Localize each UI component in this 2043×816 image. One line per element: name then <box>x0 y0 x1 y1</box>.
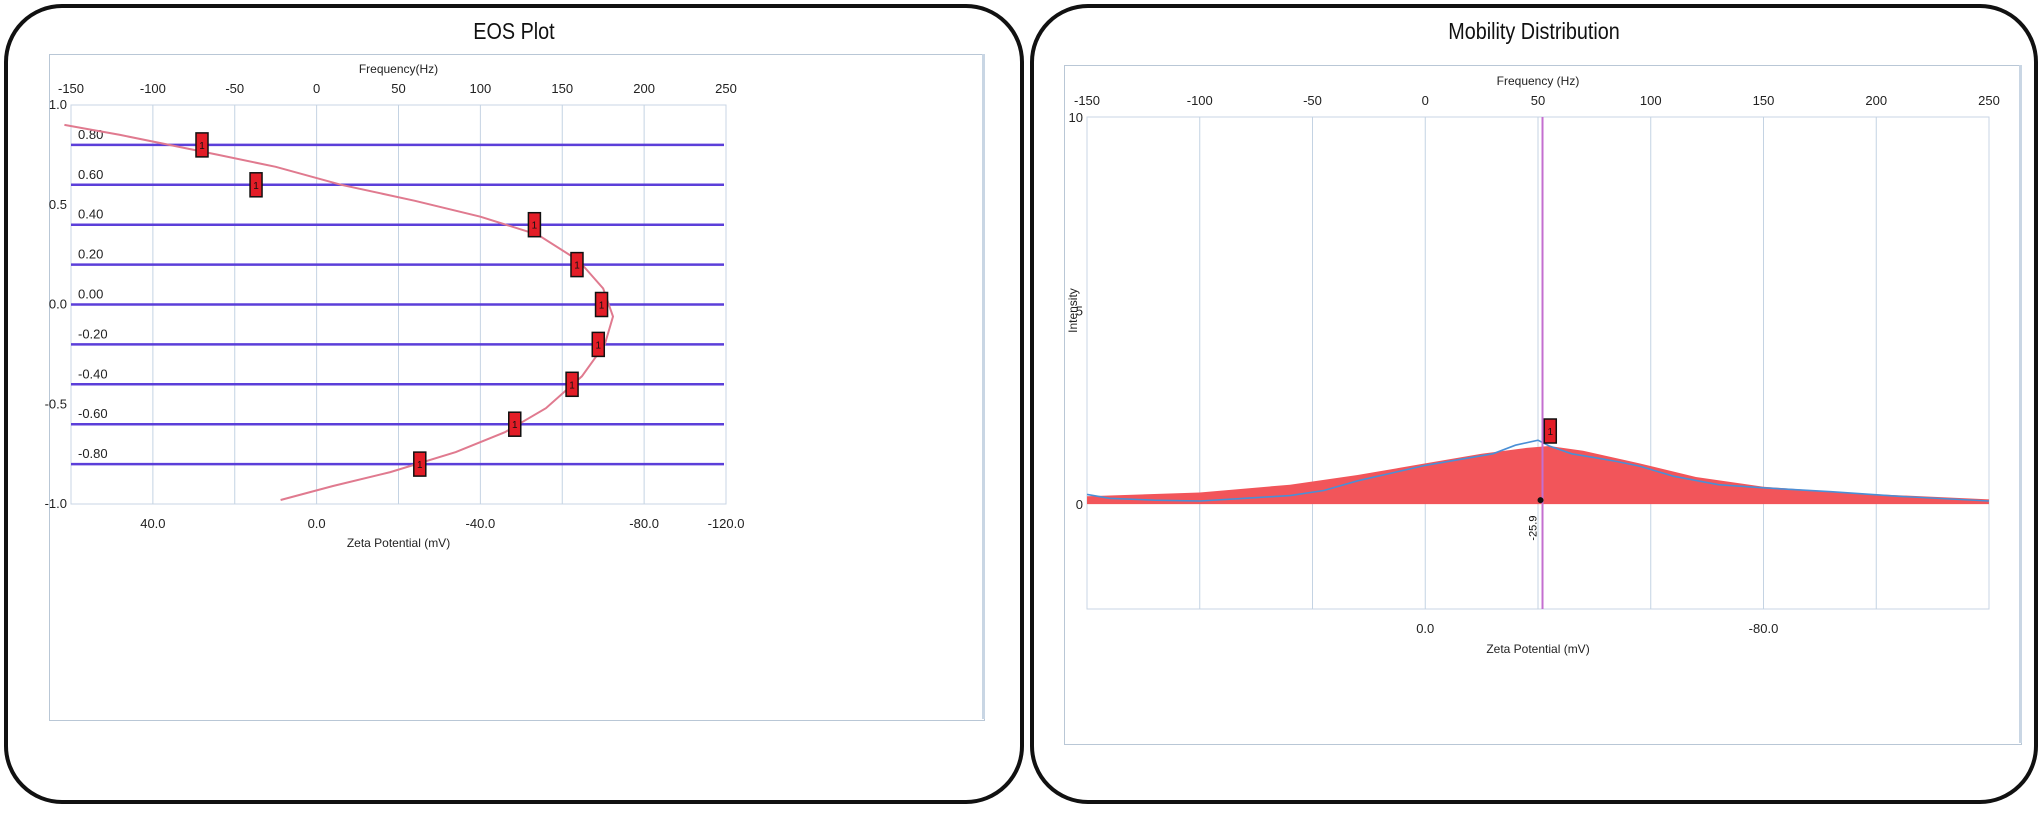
eos-data-marker: 1 <box>594 291 609 318</box>
eos-plot-frame: -150 -100 -50 0 50 100 150 200 250 Frequency(Hz) 1… <box>45 54 985 721</box>
eos-cell-position-label: 0.40 <box>78 207 103 222</box>
eos-data-marker-label: 1 <box>574 261 580 272</box>
eos-y-tick-label: 0.5 <box>49 197 67 212</box>
mobility-top-tick-label: 200 <box>1865 93 1887 108</box>
eos-data-marker: 1 <box>195 132 209 158</box>
eos-bottom-tick-label: -80.0 <box>629 516 659 531</box>
eos-top-axis-title: Frequency(Hz) <box>359 62 438 76</box>
eos-data-marker-box <box>249 172 263 198</box>
mobility-top-axis-title: Frequency (Hz) <box>1497 74 1580 88</box>
eos-bottom-tick-label: -40.0 <box>466 516 496 531</box>
mobility-peak-marker-box <box>1543 418 1558 444</box>
eos-data-marker: 1 <box>249 172 263 198</box>
mobility-y-axis-title: Intensity <box>1066 288 1080 333</box>
mobility-distribution-title: Mobility Distribution <box>1448 18 1620 44</box>
eos-data-marker-box <box>508 411 522 437</box>
mobility-bottom-tick-label: 0.0 <box>1416 621 1434 636</box>
eos-data-marker-box <box>413 451 427 477</box>
mobility-peak-marker-label: 1 <box>1547 427 1553 438</box>
mobility-top-tick-label: -100 <box>1187 93 1213 108</box>
eos-fit-curve <box>64 123 615 501</box>
eos-data-marker: 1 <box>570 251 584 278</box>
eos-data-marker-box <box>594 291 609 318</box>
mobility-top-tick-label: -50 <box>1303 93 1322 108</box>
mobility-peak-base-dot <box>1537 497 1544 504</box>
eos-top-tick-label: -150 <box>58 81 84 96</box>
eos-data-marker: 1 <box>413 451 427 477</box>
mobility-top-tick-label: 250 <box>1978 93 2000 108</box>
eos-top-tick-label: 100 <box>470 81 492 96</box>
eos-top-tick-label: -50 <box>225 81 244 96</box>
mobility-top-tick-label: 150 <box>1753 93 1775 108</box>
eos-data-marker-label: 1 <box>199 141 205 152</box>
mobility-x-axis-title: Zeta Potential (mV) <box>1486 642 1589 656</box>
eos-cell-position-label: 0.00 <box>78 287 103 302</box>
eos-data-marker-label: 1 <box>253 181 259 192</box>
eos-bottom-tick-label: 40.0 <box>140 516 165 531</box>
mobility-distribution-area <box>1087 446 1989 505</box>
eos-top-tick-label: 150 <box>551 81 573 96</box>
eos-data-marker-label: 1 <box>595 340 601 351</box>
eos-bottom-tick-label: 0.0 <box>308 516 326 531</box>
mobility-peak-annotation: -25.9 <box>1528 516 1540 541</box>
eos-data-marker: 1 <box>508 411 522 437</box>
eos-cell-position-label: -0.60 <box>78 406 108 421</box>
mobility-peak-marker: 1 <box>1543 418 1558 444</box>
mobility-y-tick-label: 10 <box>1069 110 1083 125</box>
eos-plot-title: EOS Plot <box>473 18 555 44</box>
mobility-top-tick-label: 100 <box>1640 93 1662 108</box>
eos-data-marker: 1 <box>591 331 606 358</box>
eos-data-marker-box <box>527 211 542 238</box>
eos-plot-chart: -150 -100 -50 0 50 100 150 200 250 Frequency(Hz) 1… <box>45 62 745 550</box>
eos-data-marker: 1 <box>527 211 542 238</box>
eos-top-tick-label: -100 <box>140 81 166 96</box>
eos-data-marker-label: 1 <box>512 420 518 431</box>
mobility-top-tick-label: 0 <box>1422 93 1429 108</box>
mobility-distribution-frame: -150 -100 -50 0 50 100 150 200 250 Frequency (Hz)… <box>1064 65 2022 745</box>
eos-cell-position-label: 0.60 <box>78 167 103 182</box>
eos-top-tick-label: 0 <box>313 81 320 96</box>
eos-data-marker-label: 1 <box>417 460 423 471</box>
eos-y-tick-label: 1.0 <box>49 97 67 112</box>
eos-data-marker-label: 1 <box>532 221 538 232</box>
mobility-measured-line <box>1086 439 1990 502</box>
eos-cell-position-label: -0.20 <box>78 326 108 341</box>
eos-y-tick-label: 0.0 <box>49 297 67 312</box>
eos-top-tick-label: 200 <box>633 81 655 96</box>
eos-data-marker: 1 <box>565 371 579 398</box>
eos-data-marker-box <box>591 331 606 358</box>
eos-cell-position-label: 0.20 <box>78 247 103 262</box>
eos-data-marker-label: 1 <box>569 380 575 391</box>
eos-data-marker-label: 1 <box>599 301 605 312</box>
mobility-top-tick-label: -150 <box>1074 93 1100 108</box>
eos-data-marker-box <box>195 132 209 158</box>
eos-data-marker-box <box>565 371 579 398</box>
eos-top-tick-label: 50 <box>391 81 405 96</box>
eos-plot-panel: EOS Plot -150 -100 -50 0 50 100 150 200 250 Frequ… <box>4 4 1024 804</box>
eos-cell-position-label: -0.40 <box>78 366 108 381</box>
eos-x-axis-title: Zeta Potential (mV) <box>347 536 450 550</box>
eos-y-tick-label: -0.5 <box>45 396 67 411</box>
eos-top-tick-label: 250 <box>715 81 737 96</box>
eos-cell-position-label: -0.80 <box>78 446 108 461</box>
eos-bottom-tick-label: -120.0 <box>708 516 745 531</box>
mobility-y-tick-label: 5 <box>1076 304 1083 319</box>
eos-y-tick-label: -1.0 <box>45 496 67 511</box>
mobility-y-tick-label: 0 <box>1076 497 1083 512</box>
mobility-distribution-panel: Mobility Distribution -150 -100 -50 0 50 100 1… <box>1030 4 2038 804</box>
eos-data-marker-box <box>570 251 584 278</box>
mobility-top-tick-label: 50 <box>1531 93 1545 108</box>
mobility-bottom-tick-label: -80.0 <box>1749 621 1779 636</box>
